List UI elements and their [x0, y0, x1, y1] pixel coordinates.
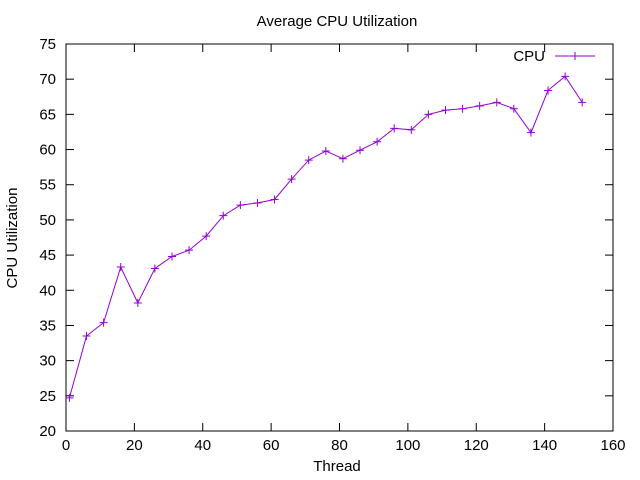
data-point [253, 199, 262, 208]
y-tick-label-25: 25 [39, 388, 56, 405]
data-point [99, 318, 108, 327]
x-tick-label-120: 120 [464, 437, 489, 454]
legend: CPU [513, 48, 595, 65]
y-tick-label-75: 75 [39, 36, 56, 53]
y-tick-label-45: 45 [39, 247, 56, 264]
data-point [185, 246, 194, 255]
y-tick-label-55: 55 [39, 177, 56, 194]
plot-frame [65, 43, 614, 432]
data-point [458, 104, 467, 113]
data-point [561, 72, 570, 81]
data-point [338, 154, 347, 163]
x-tick-label-140: 140 [532, 437, 557, 454]
data-point [167, 252, 176, 261]
y-tick-label-20: 20 [39, 423, 56, 440]
data-point [509, 104, 518, 113]
legend-marker-cpu [571, 52, 579, 60]
x-tick-label-100: 100 [395, 437, 420, 454]
data-point [475, 101, 484, 110]
x-tick-label-20: 20 [126, 437, 143, 454]
y-tick-label-60: 60 [39, 142, 56, 159]
x-tick-label-160: 160 [600, 437, 625, 454]
data-point [492, 98, 501, 107]
plot-area: 0 20 40 60 80 100 120 140 160 20 25 30 35 40 45 50 55 60 6… [39, 36, 625, 454]
data-point [236, 201, 245, 210]
data-point [150, 264, 159, 273]
y-tick-label-65: 65 [39, 106, 56, 123]
series-line-cpu [68, 75, 583, 399]
y-tick-label-30: 30 [39, 353, 56, 370]
data-point [270, 195, 279, 204]
data-point [304, 156, 313, 165]
data-point [133, 298, 142, 307]
y-tick-label-70: 70 [39, 71, 56, 88]
data-point [407, 125, 416, 134]
data-point [65, 393, 74, 402]
data-point [544, 86, 553, 95]
y-tick-label-40: 40 [39, 282, 56, 299]
y-tick-label-50: 50 [39, 212, 56, 229]
y-tick-label-35: 35 [39, 317, 56, 334]
x-axis-label: Thread [313, 458, 361, 475]
data-point [578, 98, 587, 107]
chart-title: Average CPU Utilization [257, 13, 418, 30]
x-tick-label-80: 80 [331, 437, 348, 454]
legend-label-cpu: CPU [513, 48, 545, 65]
data-point [441, 106, 450, 115]
x-tick-label-0: 0 [62, 437, 70, 454]
y-axis-label: CPU Utilization [4, 188, 21, 289]
data-point [287, 175, 296, 184]
x-tick-label-40: 40 [194, 437, 211, 454]
data-point [390, 124, 399, 133]
data-point [219, 211, 228, 220]
data-point [424, 110, 433, 119]
data-point [116, 263, 125, 272]
data-point [202, 232, 211, 241]
x-tick-label-60: 60 [263, 437, 280, 454]
data-point [373, 137, 382, 146]
data-point [526, 128, 535, 137]
data-point [356, 146, 365, 155]
data-point [321, 146, 330, 155]
data-point [82, 332, 91, 341]
